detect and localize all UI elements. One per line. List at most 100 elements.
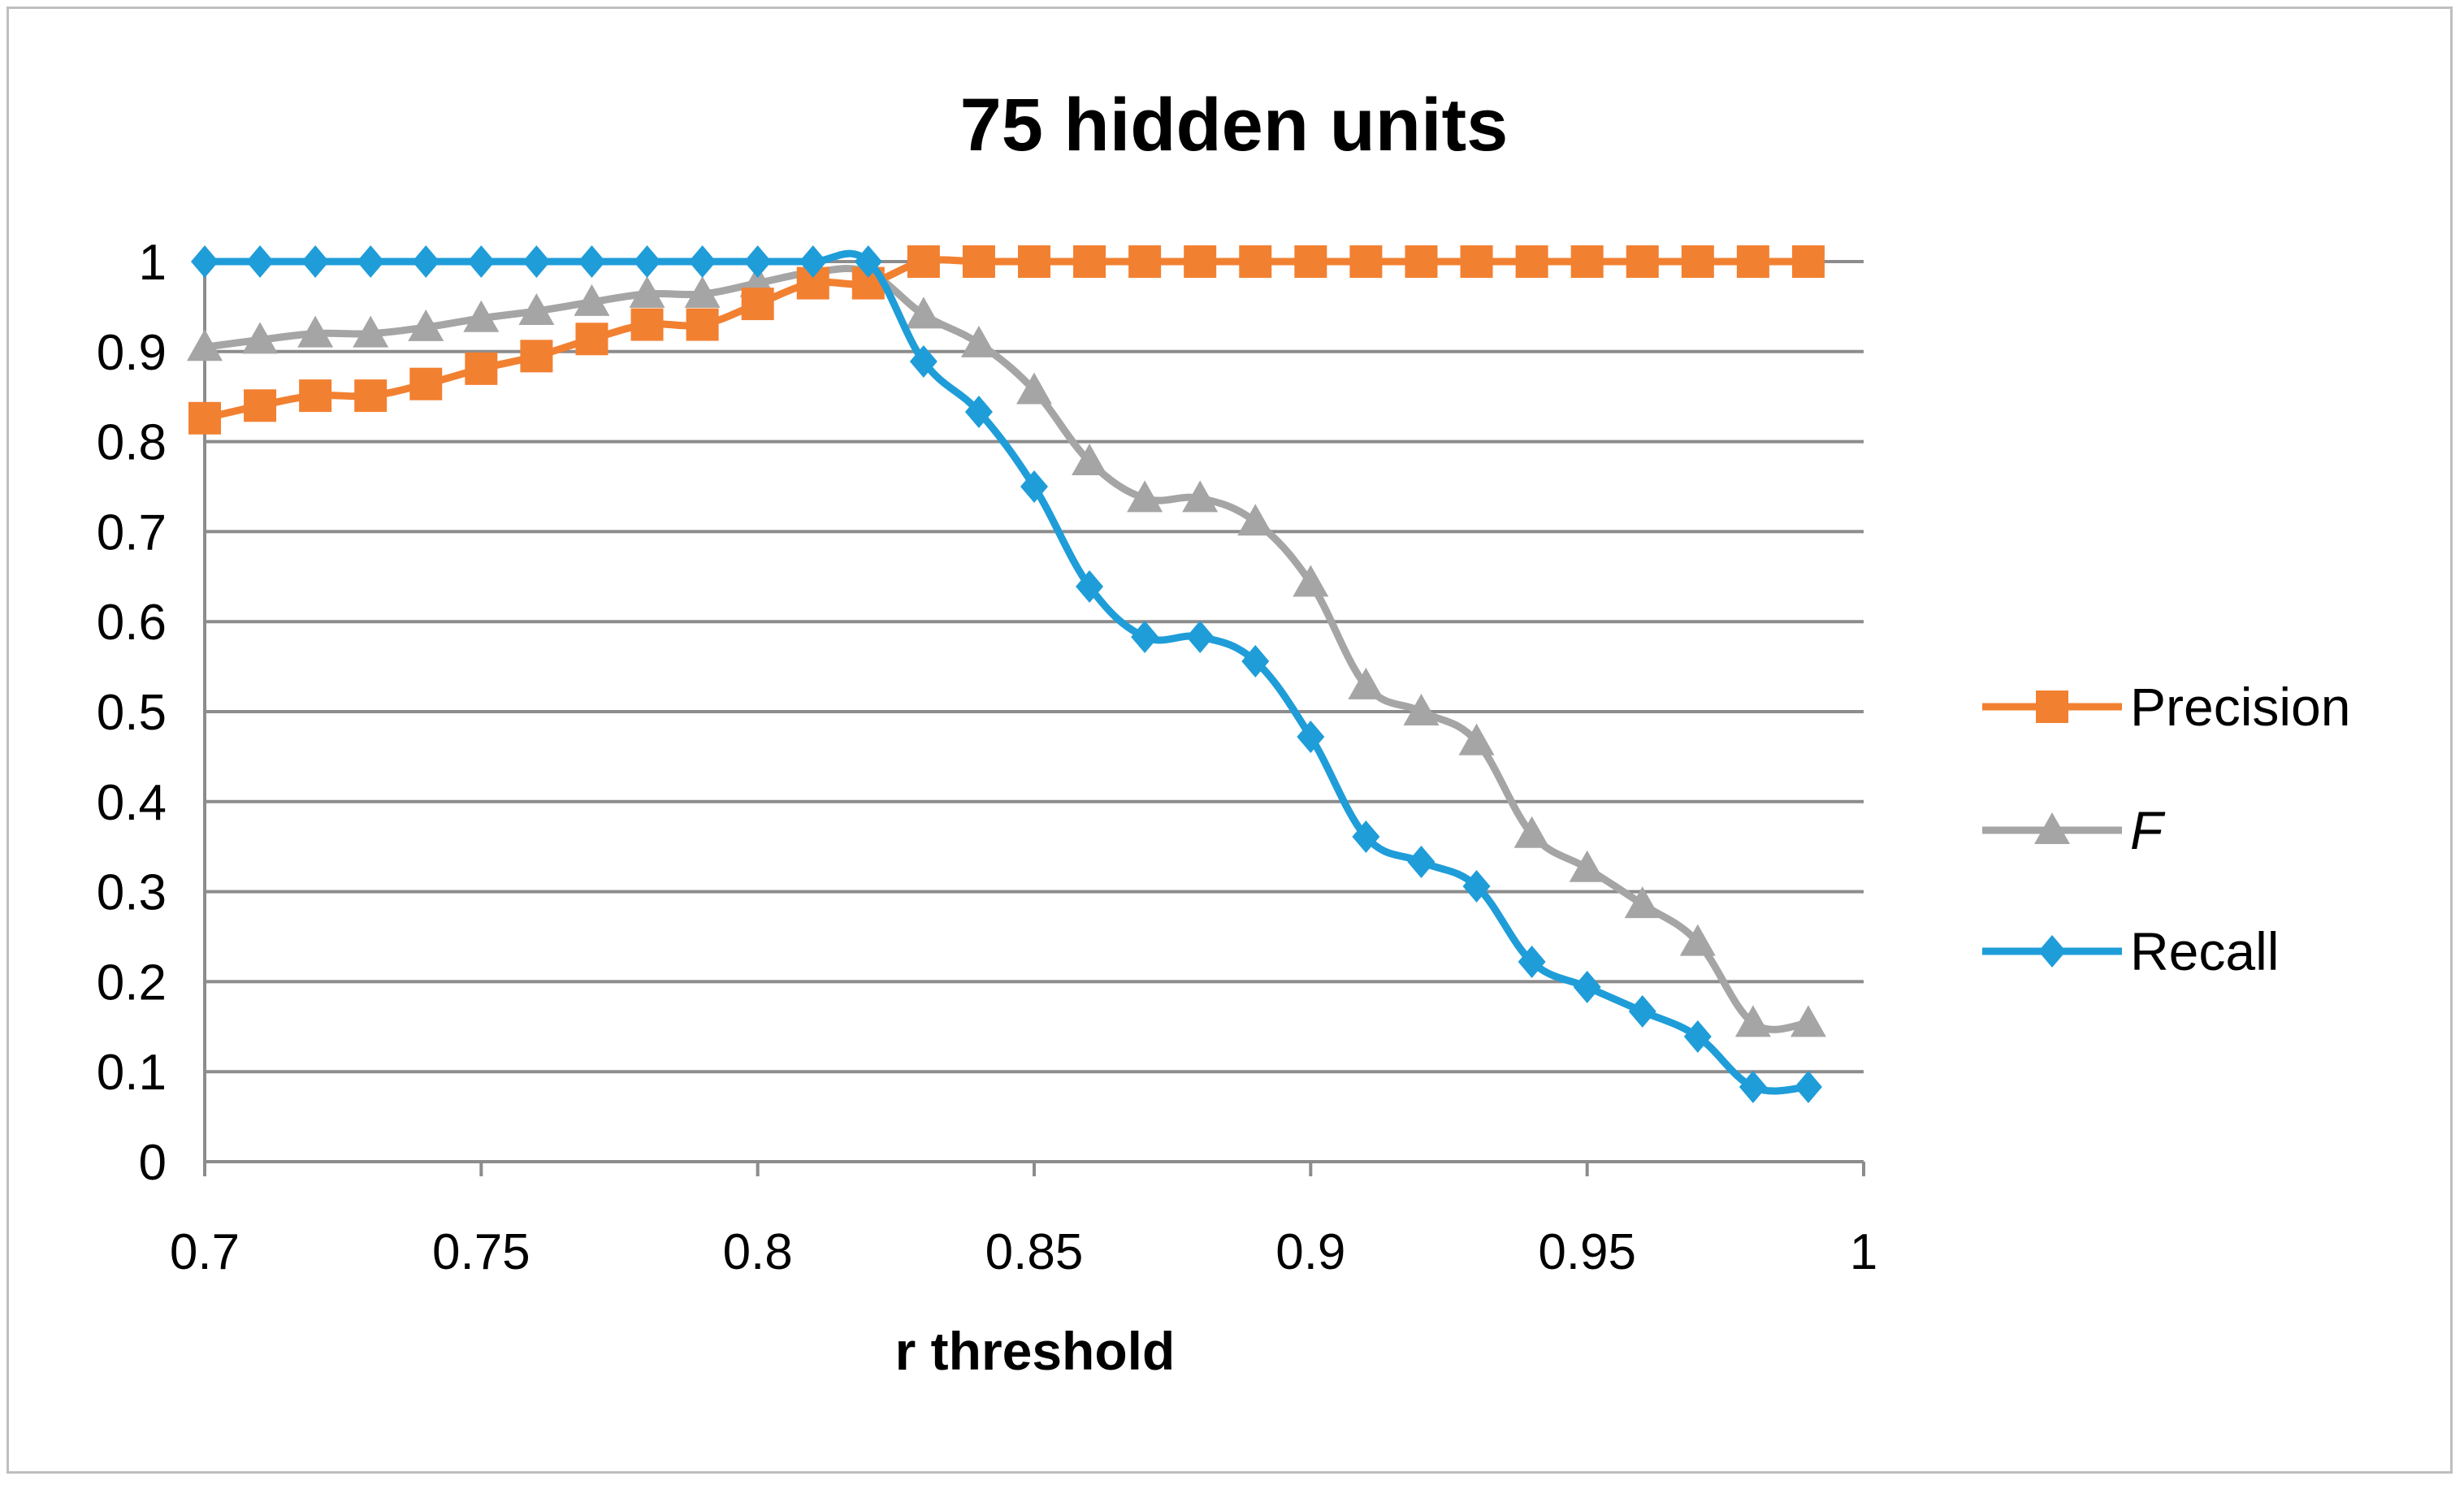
data-point-precision (299, 379, 332, 413)
y-tick-label: 0.6 (97, 595, 167, 651)
data-point-precision (465, 352, 498, 385)
data-point-f (1072, 443, 1108, 475)
data-point-f (353, 315, 389, 348)
data-point-recall (1186, 621, 1215, 654)
data-point-recall (1462, 869, 1491, 903)
data-point-f (1403, 694, 1440, 725)
data-point-precision (630, 308, 664, 341)
data-point-f (629, 275, 665, 308)
data-point-precision (1128, 245, 1162, 278)
data-point-recall (522, 245, 551, 278)
data-point-f (1127, 480, 1163, 513)
data-point-recall (467, 245, 496, 278)
legend-item-recall: Recall (1982, 921, 2279, 981)
data-point-recall (743, 245, 772, 278)
data-point-recall (578, 245, 606, 278)
data-point-f (187, 329, 223, 362)
data-point-recall (1297, 721, 1325, 754)
x-tick-label: 0.85 (985, 1224, 1084, 1280)
y-tick-label: 0.4 (97, 775, 167, 831)
data-point-f (242, 322, 279, 354)
legend-item-precision: Precision (1982, 677, 2350, 737)
x-tick-label: 0.75 (432, 1224, 530, 1280)
data-point-precision (1184, 245, 1217, 278)
x-tick-label: 0.95 (1538, 1224, 1636, 1280)
data-point-precision (1349, 245, 1383, 278)
y-tick-label: 0.9 (97, 325, 167, 381)
x-tick-label: 0.9 (1275, 1224, 1345, 1280)
data-point-f (960, 325, 997, 357)
y-tick-labels: 0 0.1 0.2 0.3 0.4 0.5 0.6 0.7 0.8 0.9 1 (97, 235, 167, 1191)
y-tick-label: 0.3 (97, 865, 167, 921)
y-tick-label: 1 (139, 235, 167, 291)
data-point-recall (412, 245, 440, 278)
data-point-precision (1073, 245, 1106, 278)
data-point-precision (575, 323, 608, 356)
x-tick-label: 0.7 (170, 1224, 240, 1280)
x-tick-label: 1 (1850, 1224, 1877, 1280)
data-point-recall (799, 245, 827, 278)
data-point-f (1790, 1005, 1826, 1037)
y-tick-label: 0.1 (97, 1045, 167, 1101)
chart-title: 75 hidden units (960, 84, 1509, 167)
data-point-recall (854, 245, 882, 278)
data-point-recall (1020, 470, 1048, 503)
data-point-recall (1518, 946, 1546, 979)
data-point-recall (357, 245, 385, 278)
legend-label-recall: Recall (2130, 921, 2279, 981)
data-point-precision (1239, 245, 1272, 278)
data-point-recall (1241, 644, 1270, 678)
data-point-f (684, 275, 721, 308)
data-point-recall (1352, 820, 1380, 854)
data-point-f (1293, 565, 1329, 597)
data-point-recall (301, 245, 330, 278)
data-point-f (518, 292, 555, 325)
x-tick-label: 0.8 (723, 1224, 793, 1280)
series-group (187, 245, 1826, 1104)
data-point-f (1237, 504, 1274, 536)
data-point-f (1679, 924, 1716, 956)
data-point-precision (188, 401, 221, 435)
y-tick-label: 0.8 (97, 415, 167, 471)
legend: Precision F Recall (1982, 677, 2350, 981)
y-tick-label: 0.2 (97, 955, 167, 1011)
y-tick-label: 0.7 (97, 504, 167, 561)
data-point-recall (1076, 569, 1104, 603)
legend-marker-recall (2038, 935, 2066, 968)
legend-marker-precision (2036, 691, 2068, 723)
series-f (187, 254, 1826, 1037)
data-point-precision (244, 389, 277, 422)
data-point-precision (354, 379, 388, 413)
data-point-precision (1405, 245, 1438, 278)
data-point-recall (633, 245, 661, 278)
data-point-f (1569, 850, 1605, 882)
data-point-precision (686, 308, 719, 341)
chart-frame (6, 6, 2453, 1474)
data-point-recall (191, 245, 219, 278)
data-point-f (1734, 1005, 1771, 1037)
data-point-precision (907, 245, 940, 278)
data-point-precision (962, 245, 995, 278)
data-point-f (463, 300, 500, 332)
data-point-f (1513, 816, 1550, 848)
series-line-f (204, 265, 1809, 1033)
legend-marker-f (2034, 812, 2070, 844)
legend-item-f: F (1982, 800, 2166, 860)
series-recall (191, 245, 1822, 1104)
data-point-recall (1683, 1020, 1712, 1053)
data-point-f (1624, 886, 1661, 919)
data-point-recall (688, 245, 717, 278)
data-point-recall (1573, 971, 1601, 1004)
data-point-f (297, 315, 334, 348)
data-point-precision (1515, 245, 1548, 278)
data-point-recall (1794, 1071, 1822, 1104)
data-point-f (1348, 667, 1384, 699)
data-point-precision (1681, 245, 1714, 278)
x-tick-labels: 0.7 0.75 0.8 0.85 0.9 0.95 1 (170, 1224, 1877, 1280)
data-point-precision (1791, 245, 1825, 278)
legend-label-f: F (2130, 800, 2166, 860)
y-tick-label: 0.5 (97, 685, 167, 741)
data-point-recall (909, 344, 938, 378)
y-tick-label: 0 (139, 1135, 167, 1191)
